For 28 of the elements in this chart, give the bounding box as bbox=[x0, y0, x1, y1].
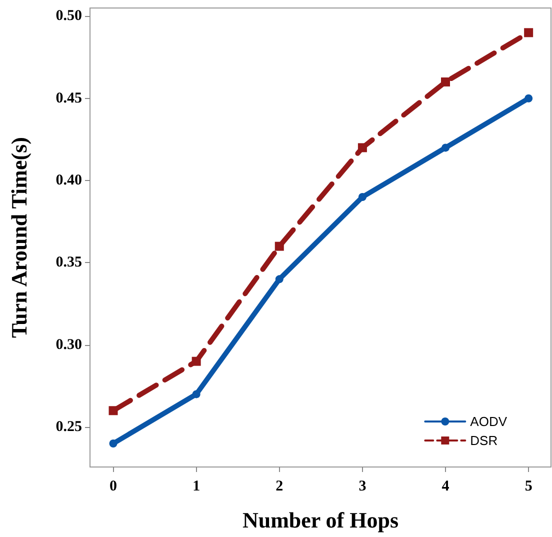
y-tick-label: 0.40 bbox=[56, 172, 82, 189]
y-tick-label: 0.35 bbox=[56, 254, 82, 271]
x-tick-label: 0 bbox=[110, 478, 118, 494]
point bbox=[274, 242, 284, 251]
y-tick-label: 0.25 bbox=[56, 419, 82, 436]
x-tick-label: 2 bbox=[276, 478, 284, 494]
point bbox=[109, 440, 118, 448]
point bbox=[358, 143, 367, 152]
point bbox=[524, 94, 533, 102]
point bbox=[442, 144, 450, 152]
x-tick-label: 1 bbox=[192, 478, 200, 494]
y-axis-title: Turn Around Time(s) bbox=[6, 137, 32, 338]
x-tick-label: 5 bbox=[524, 478, 532, 494]
point bbox=[524, 28, 534, 38]
point bbox=[275, 275, 284, 284]
point bbox=[441, 77, 450, 86]
y-tick-label: 0.45 bbox=[56, 90, 82, 106]
x-tick-label: 4 bbox=[442, 478, 450, 494]
x-axis-title: Number of Hops bbox=[242, 508, 399, 532]
legend-label: AODV bbox=[470, 414, 508, 429]
point bbox=[108, 406, 118, 416]
y-tick-label: 0.30 bbox=[56, 336, 82, 353]
point bbox=[192, 390, 200, 398]
legend-label: DSR bbox=[470, 433, 498, 448]
y-tick-label: 0.50 bbox=[56, 8, 82, 24]
x-tick-label: 3 bbox=[358, 478, 366, 494]
point bbox=[192, 356, 201, 366]
point bbox=[358, 192, 366, 201]
